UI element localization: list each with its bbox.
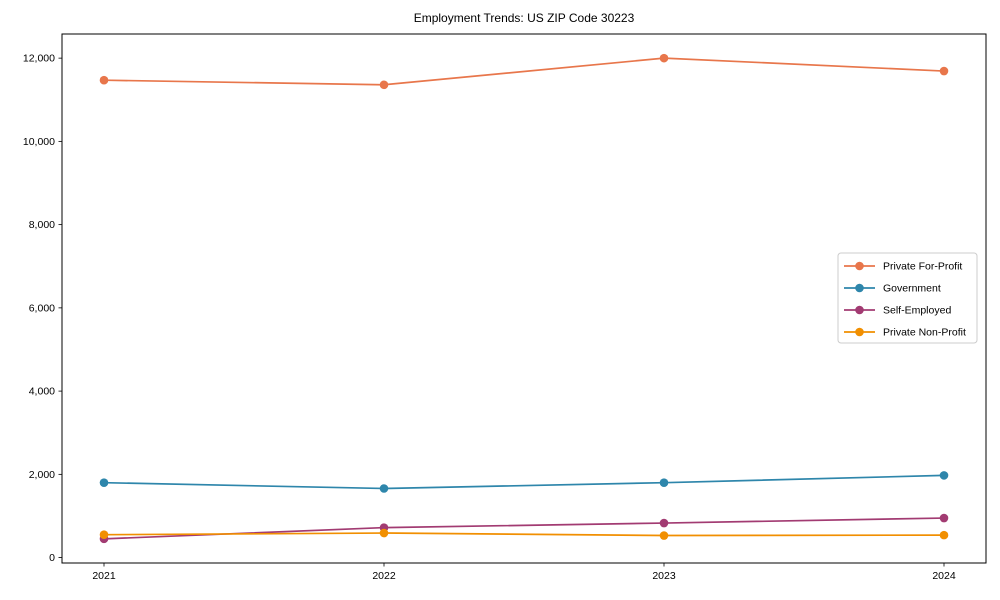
- series-line-private-for-profit: [103, 57, 945, 86]
- legend-box: [837, 252, 978, 344]
- data-point: [379, 528, 389, 538]
- legend-marker: [855, 283, 864, 293]
- legend-label: Government: [883, 283, 941, 295]
- y-tick-label: 6,000: [29, 302, 55, 314]
- chart-title: Employment Trends: US ZIP Code 30223: [414, 11, 635, 25]
- data-point: [659, 531, 669, 540]
- series-line-private-non-profit: [103, 532, 945, 537]
- legend-marker: [855, 327, 864, 337]
- legend-marker: [855, 261, 864, 271]
- data-point: [379, 484, 389, 493]
- y-tick-label: 2,000: [29, 469, 55, 481]
- data-point: [659, 53, 669, 63]
- y-tick-label: 10,000: [23, 136, 55, 148]
- legend-label: Self-Employed: [883, 305, 951, 317]
- y-tick-label: 8,000: [29, 219, 55, 231]
- data-point: [99, 75, 109, 85]
- legend-entry: Private For-Profit: [844, 261, 962, 273]
- legend-entry: Self-Employed: [844, 305, 951, 317]
- x-tick-label: 2022: [372, 570, 396, 582]
- data-point: [939, 530, 949, 540]
- x-tick-label: 2021: [92, 570, 116, 582]
- data-point: [659, 518, 669, 528]
- data-point: [939, 513, 949, 523]
- data-point: [99, 530, 109, 539]
- y-tick-label: 4,000: [29, 386, 55, 398]
- y-tick-label: 12,000: [23, 53, 55, 65]
- y-tick-label: 0: [49, 552, 55, 564]
- legend-entry: Private Non-Profit: [844, 327, 966, 339]
- data-point: [99, 478, 109, 487]
- data-point: [939, 66, 949, 76]
- data-point: [939, 471, 949, 480]
- x-tick-label: 2024: [932, 570, 956, 582]
- series-line-government: [103, 474, 945, 490]
- data-point: [379, 80, 389, 90]
- data-point: [659, 478, 669, 487]
- x-tick-label: 2023: [652, 570, 676, 582]
- legend-marker: [855, 305, 864, 315]
- legend-label: Private For-Profit: [883, 261, 962, 273]
- legend-label: Private Non-Profit: [883, 327, 966, 339]
- plot-border: [61, 33, 987, 564]
- legend-entry: Government: [844, 283, 941, 295]
